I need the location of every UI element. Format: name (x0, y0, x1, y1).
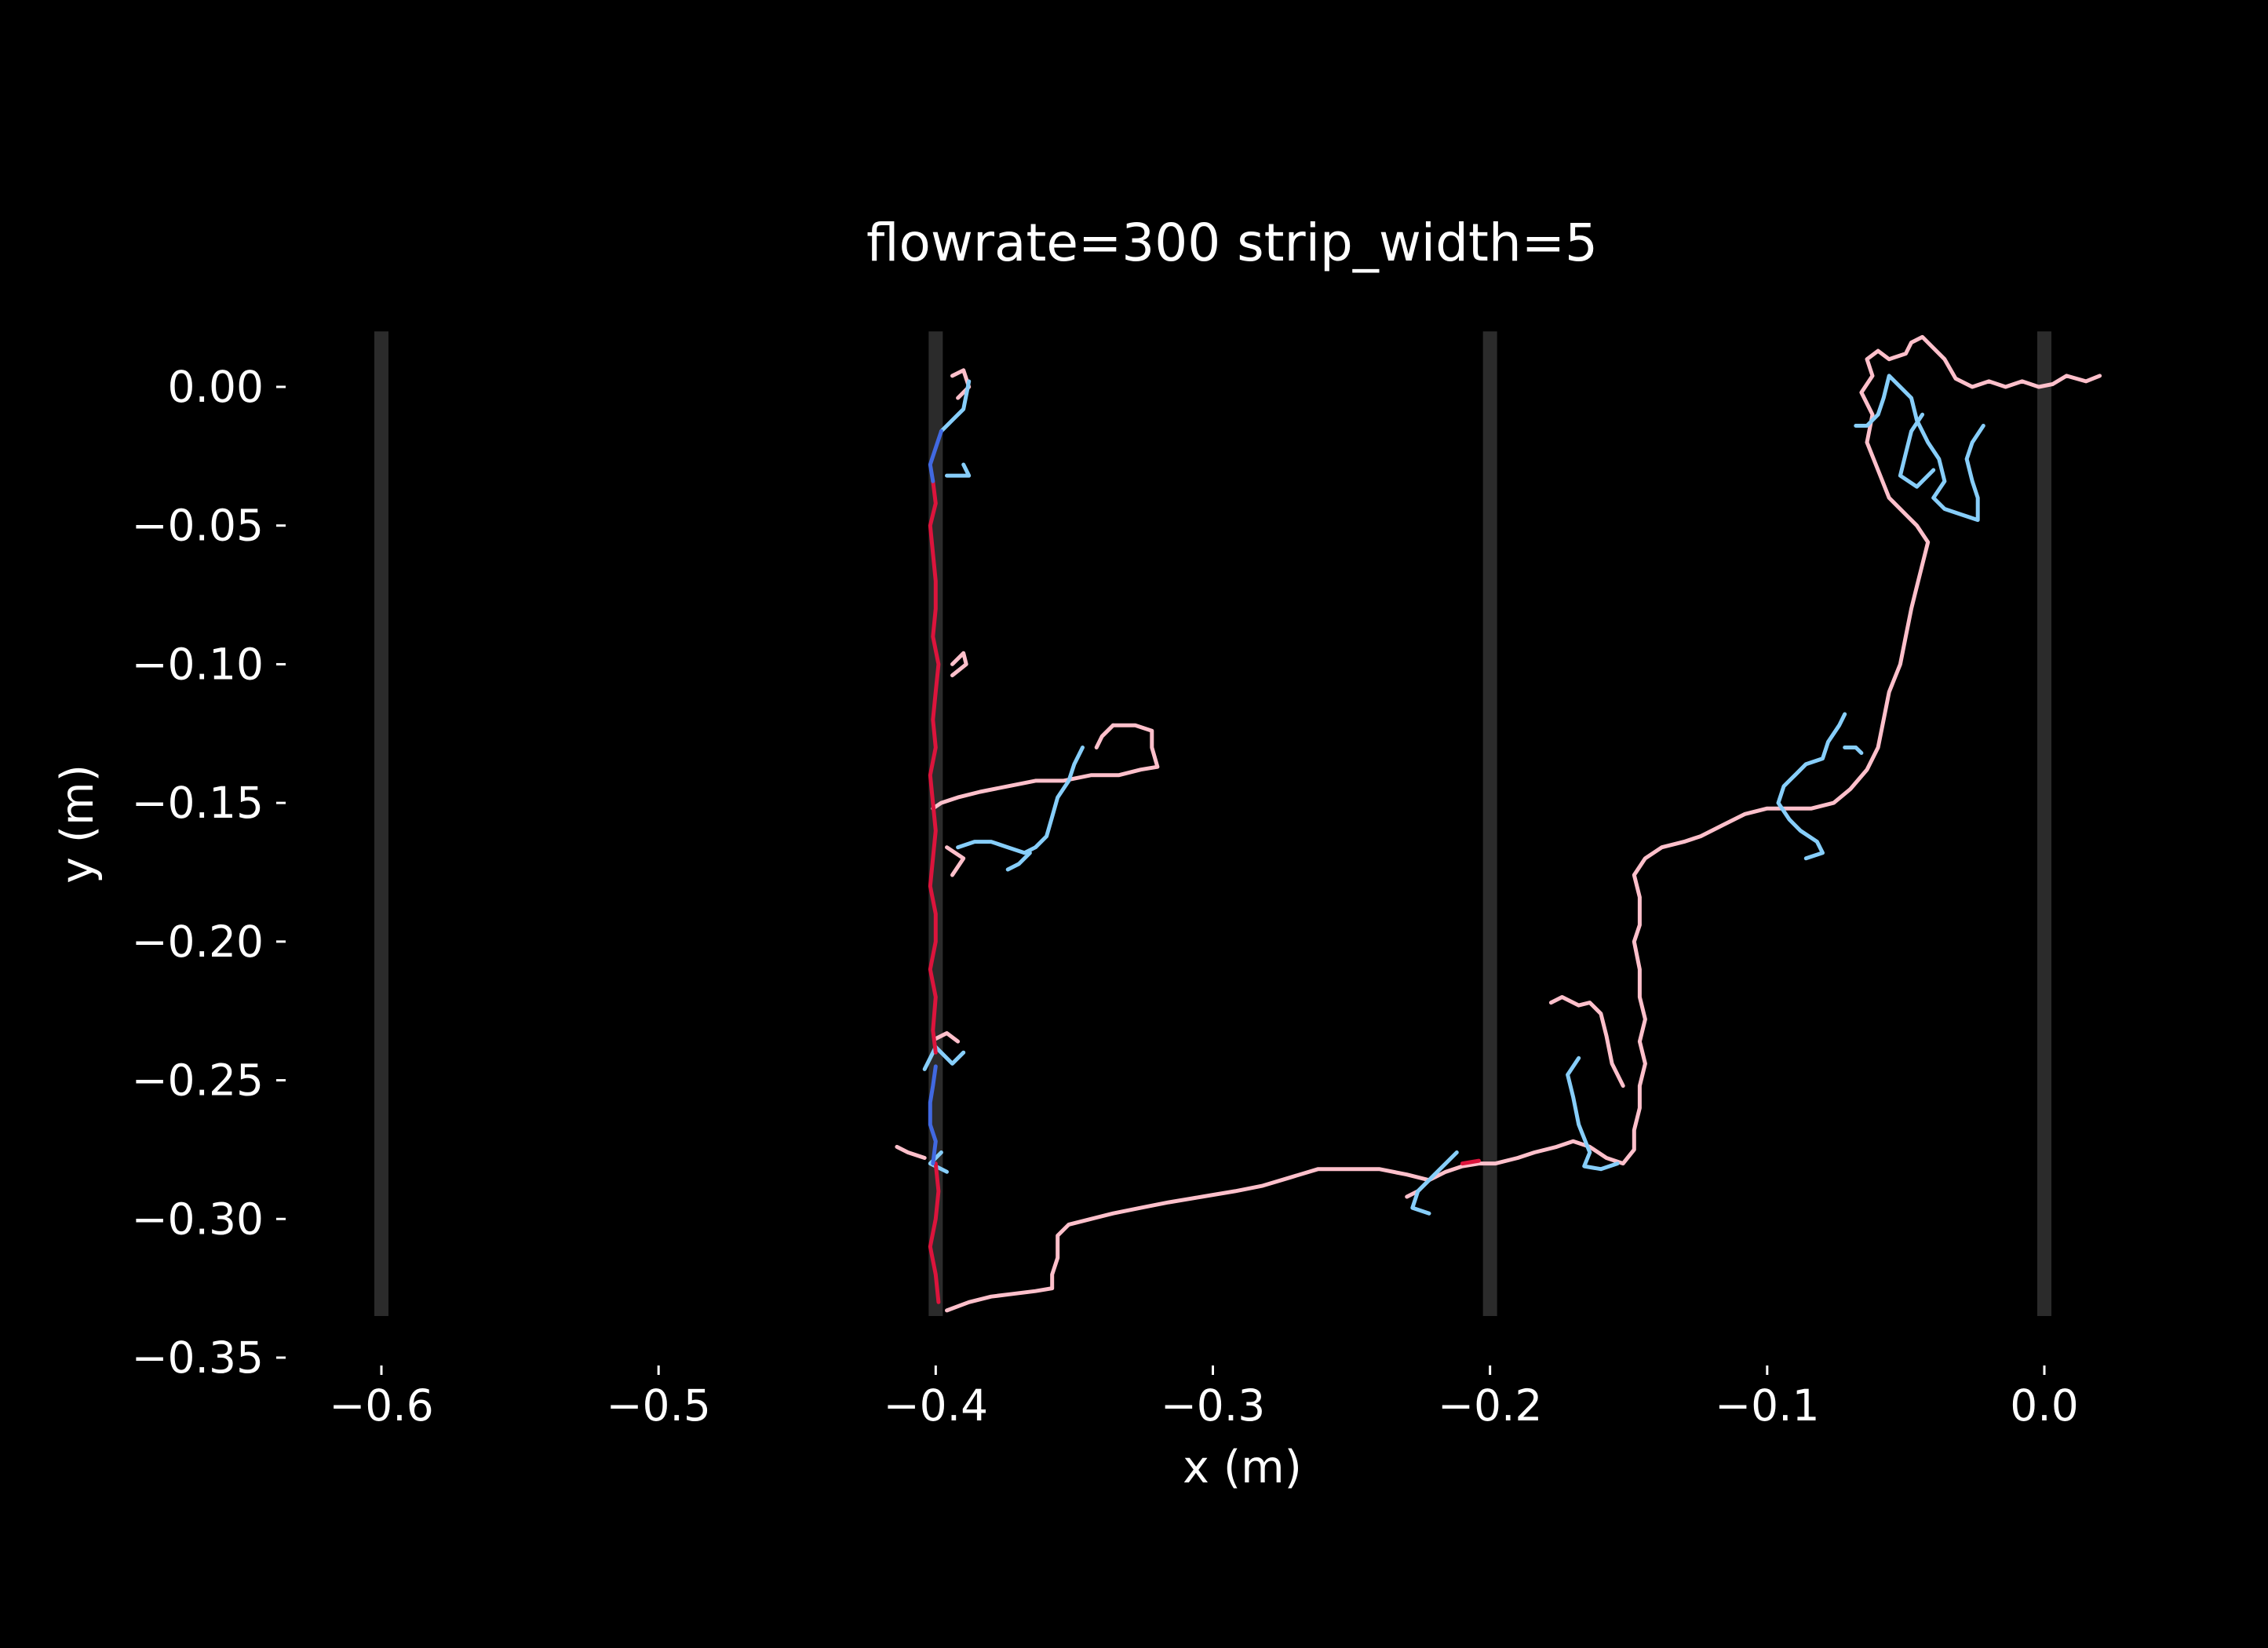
series-1-segment-0 (1854, 374, 1985, 523)
y-tick-label: −0.30 (131, 1194, 264, 1244)
x-tick-label: 0.0 (2010, 1380, 2078, 1431)
series-1-segment-1 (1898, 412, 1936, 489)
y-tick-label: −0.15 (131, 778, 264, 828)
x-tick-label: −0.1 (1715, 1380, 1820, 1431)
x-tick-label: −0.5 (606, 1380, 711, 1431)
strip-band-2 (1482, 331, 1497, 1316)
series-1-segment-2 (1776, 712, 1847, 861)
chart-title: flowrate=300 strip_width=5 (866, 213, 1598, 273)
series-2-segment-2 (1460, 1158, 1481, 1166)
y-tick-label: 0.00 (168, 362, 264, 412)
series-1-segment-8 (922, 1045, 966, 1071)
series-1-segment-4 (956, 746, 1085, 855)
series-0-segment-8 (895, 1144, 927, 1160)
series-layer (895, 334, 2102, 1313)
series-3-segment-0 (928, 429, 943, 483)
series-0-segment-7 (933, 1031, 961, 1044)
series-0-segment-3 (1094, 723, 1115, 749)
series-1-segment-5 (1005, 851, 1032, 872)
x-tick-label: −0.4 (884, 1380, 989, 1431)
series-1-segment-6 (1566, 1056, 1620, 1172)
y-tick-label: −0.05 (131, 501, 264, 551)
strips-layer (374, 331, 2051, 1316)
series-0-segment-4 (950, 651, 968, 678)
series-2-segment-1 (928, 1161, 941, 1304)
series-2-segment-0 (928, 479, 941, 1055)
x-axis-label: x (m) (1183, 1442, 1302, 1493)
x-tick-label: −0.2 (1438, 1380, 1543, 1431)
series-3-segment-1 (928, 1064, 938, 1166)
series-1-segment-3 (1843, 746, 1864, 755)
x-tick-label: −0.6 (329, 1380, 434, 1431)
x-axis: −0.6 −0.5 −0.4 −0.3 −0.2 −0.1 0.0 (329, 1365, 2079, 1431)
y-tick-label: −0.20 (131, 917, 264, 967)
y-tick-label: −0.25 (131, 1056, 264, 1106)
strip-band-3 (2037, 331, 2051, 1316)
y-tick-label: −0.35 (131, 1333, 264, 1383)
series-1-segment-11 (928, 1150, 949, 1174)
strip-band-0 (374, 331, 388, 1316)
series-0-segment-2 (931, 723, 1160, 811)
series-1-segment-7 (1410, 1150, 1459, 1216)
y-axis-label: y (m) (52, 764, 104, 884)
series-0-segment-1 (1548, 995, 1625, 1088)
series-0-segment-5 (950, 368, 972, 400)
series-1-segment-9 (945, 462, 972, 478)
series-0-segment-6 (945, 845, 966, 877)
series-1-segment-10 (939, 379, 972, 433)
y-axis: 0.00 −0.05 −0.10 −0.15 −0.20 −0.25 −0.30 −0.35 (131, 362, 286, 1383)
x-tick-label: −0.3 (1161, 1380, 1266, 1431)
y-tick-label: −0.10 (131, 639, 264, 689)
series-0-segment-0 (945, 334, 2102, 1313)
